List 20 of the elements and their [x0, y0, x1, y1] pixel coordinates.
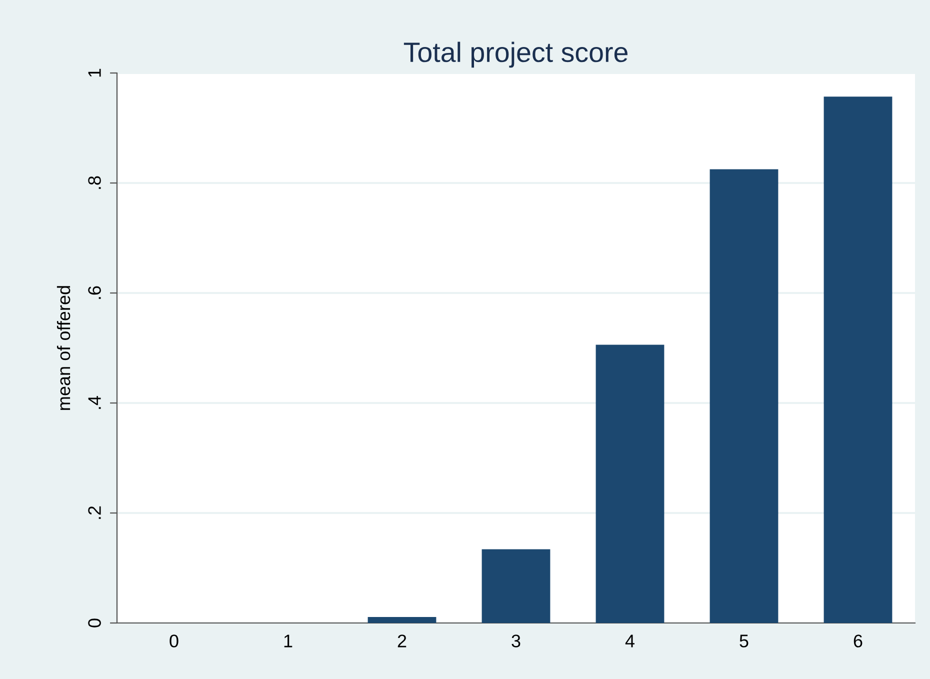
bar: [824, 96, 892, 623]
x-tick-label: 0: [170, 634, 178, 648]
y-axis-title: mean of offered: [56, 286, 70, 410]
bar: [710, 169, 778, 623]
x-tick-label: 5: [740, 634, 748, 648]
x-tick-label: 2: [398, 634, 406, 648]
y-tick-label: .4: [88, 396, 101, 409]
x-tick-label: 4: [625, 634, 634, 648]
x-tick-label: 1: [284, 634, 292, 648]
y-tick-label: .6: [88, 286, 101, 299]
chart-title: Total project score: [404, 42, 628, 68]
bar: [596, 344, 664, 623]
x-tick-label: 6: [854, 634, 862, 648]
y-tick-label: 1: [88, 68, 101, 77]
y-tick-label: 0: [88, 618, 101, 628]
bar: [368, 616, 436, 623]
y-tick-label: .8: [88, 176, 101, 189]
x-tick-label: 3: [512, 634, 520, 648]
bar: [482, 549, 550, 623]
y-tick-label: .2: [88, 506, 101, 519]
